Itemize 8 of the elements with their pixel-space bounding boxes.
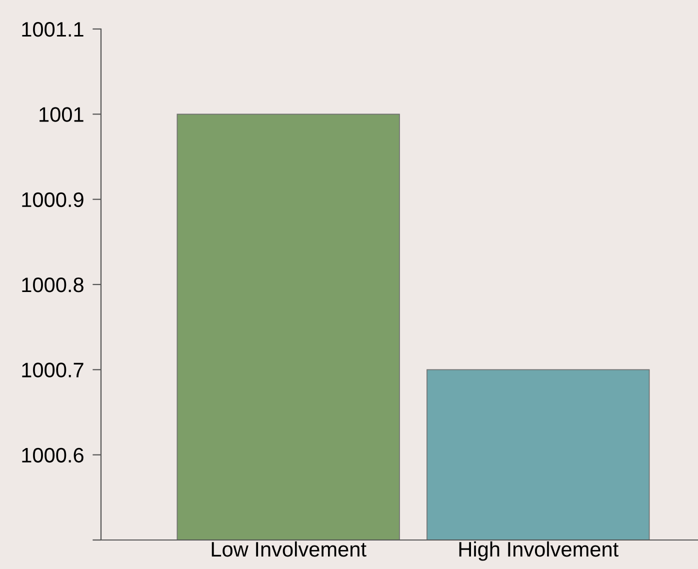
x-tick-label: Low Involvement bbox=[212, 541, 366, 557]
x-tick-label: High Involvement bbox=[459, 541, 618, 561]
y-tick-label: 1000.7 bbox=[22, 362, 84, 378]
y-tick-label: 1000.6 bbox=[22, 448, 84, 463]
y-tick-label: 1000.8 bbox=[22, 278, 84, 292]
y-tick-label: 1000.9 bbox=[22, 192, 84, 208]
y-tick-label: 1001 bbox=[40, 107, 84, 122]
y-tick-label: 1001.1 bbox=[22, 22, 84, 37]
